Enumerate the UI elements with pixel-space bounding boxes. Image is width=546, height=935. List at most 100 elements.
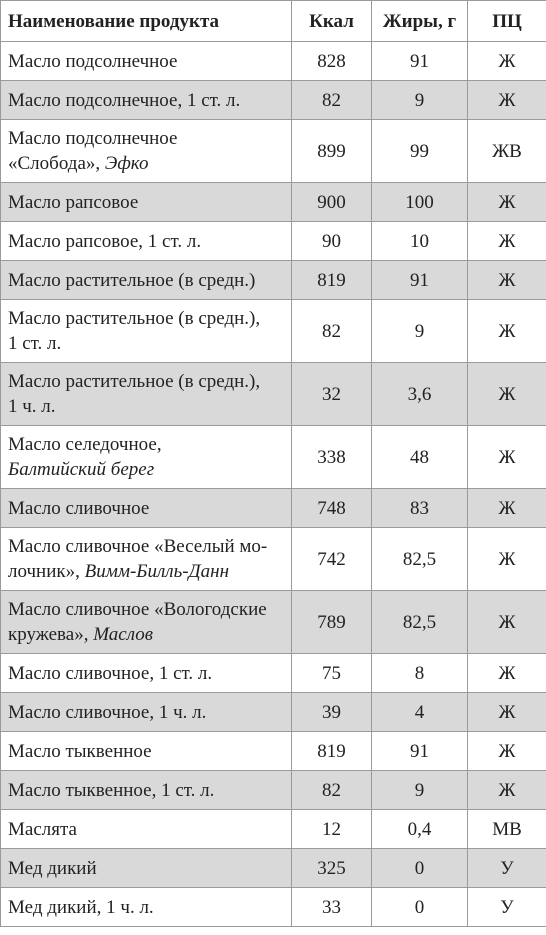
table-body: Масло подсолнечное 828 91 Ж Масло подсолнечн… (0, 41, 546, 927)
fat-cell: 9 (371, 770, 468, 810)
fat-cell: 9 (371, 299, 468, 363)
product-name-line1: Масло сливочное «Веселый мо- (8, 536, 268, 557)
table-row: Масло тыквенное 819 91 Ж (0, 731, 546, 771)
fat-cell: 10 (371, 221, 468, 261)
product-name-cell: Масло растительное (в средн.) (0, 260, 292, 300)
product-name-cell: Мед дикий (0, 848, 292, 888)
kcal-cell: 33 (291, 887, 372, 927)
fat-cell: 91 (371, 41, 468, 81)
fat-cell: 100 (371, 182, 468, 222)
kcal-cell: 789 (291, 590, 372, 654)
header-product-name: Наименование продукта (0, 0, 292, 42)
product-name-line2: лочник», (8, 561, 85, 582)
fat-cell: 99 (371, 119, 468, 183)
pc-cell: Ж (467, 731, 546, 771)
header-row: Наименование продукта Ккал Жиры, г ПЦ (0, 0, 546, 42)
pc-cell: Ж (467, 362, 546, 426)
pc-cell: Ж (467, 299, 546, 363)
table-row: Масло тыквенное, 1 ст. л. 82 9 Ж (0, 770, 546, 810)
pc-cell: ЖВ (467, 119, 546, 183)
table-row: Масло рапсовое, 1 ст. л. 90 10 Ж (0, 221, 546, 261)
fat-cell: 82,5 (371, 527, 468, 591)
product-name-cell: Масло сливочное, 1 ст. л. (0, 653, 292, 693)
pc-cell: МВ (467, 809, 546, 849)
product-name-cell: Масло растительное (в средн.), 1 ч. л. (0, 362, 292, 426)
pc-cell: Ж (467, 425, 546, 489)
table-row: Масло подсолнечное «Слобода», Эфко 899 99 ЖВ (0, 119, 546, 183)
fat-cell: 0 (371, 848, 468, 888)
kcal-cell: 82 (291, 770, 372, 810)
product-name-cell: Масло рапсовое (0, 182, 292, 222)
pc-cell: Ж (467, 488, 546, 528)
fat-cell: 83 (371, 488, 468, 528)
table-row: Масло сливочное «Веселый мо-лочник», Вим… (0, 527, 546, 591)
pc-cell: Ж (467, 182, 546, 222)
table-row: Масло подсолнечное, 1 ст. л. 82 9 Ж (0, 80, 546, 120)
brand-name: Эфко (104, 153, 149, 174)
product-name-line2: 1 ч. л. (8, 396, 56, 417)
pc-cell: Ж (467, 653, 546, 693)
fat-cell: 91 (371, 260, 468, 300)
fat-cell: 91 (371, 731, 468, 771)
product-name-cell: Масло подсолнечное, 1 ст. л. (0, 80, 292, 120)
product-name-line1: Масло сливочное (8, 497, 150, 519)
fat-cell: 82,5 (371, 590, 468, 654)
table-row: Масло сливочное «Вологодские кружева», Ма… (0, 590, 546, 654)
kcal-cell: 828 (291, 41, 372, 81)
product-name-cell: Масло селедочное, Балтийский берег (0, 425, 292, 489)
table-row: Мед дикий 325 0 У (0, 848, 546, 888)
product-name-cell: Маслята (0, 809, 292, 849)
product-name-line2: «Слобода», (8, 153, 105, 174)
product-name-line1: Масло подсолнечное, 1 ст. л. (8, 89, 241, 111)
header-kcal: Ккал (291, 0, 372, 42)
table-row: Масло растительное (в средн.) 819 91 Ж (0, 260, 546, 300)
table-row: Мед дикий, 1 ч. л. 33 0 У (0, 887, 546, 927)
product-name-line1: Масло тыквенное, 1 ст. л. (8, 779, 215, 801)
fat-cell: 0,4 (371, 809, 468, 849)
product-name-line1: Масло растительное (в средн.) (8, 269, 256, 291)
product-name-line1: Мед дикий, 1 ч. л. (8, 896, 154, 918)
product-name-cell: Масло сливочное (0, 488, 292, 528)
kcal-cell: 39 (291, 692, 372, 732)
pc-cell: Ж (467, 260, 546, 300)
product-name-line1: Маслята (8, 818, 77, 840)
kcal-cell: 12 (291, 809, 372, 849)
product-name-line1: Масло растительное (в средн.), (8, 371, 261, 392)
product-name-cell: Масло подсолнечное «Слобода», Эфко (0, 119, 292, 183)
table-row: Масло растительное (в средн.), 1 ч. л. 32 3… (0, 362, 546, 426)
product-name-cell: Масло растительное (в средн.), 1 ст. л. (0, 299, 292, 363)
product-name-cell: Масло тыквенное, 1 ст. л. (0, 770, 292, 810)
pc-cell: Ж (467, 590, 546, 654)
product-name-line1: Масло сливочное «Вологодские (8, 599, 267, 620)
pc-cell: Ж (467, 221, 546, 261)
kcal-cell: 819 (291, 731, 372, 771)
product-name-cell: Мед дикий, 1 ч. л. (0, 887, 292, 927)
kcal-cell: 748 (291, 488, 372, 528)
product-name-cell: Масло сливочное, 1 ч. л. (0, 692, 292, 732)
product-name-cell: Масло сливочное «Вологодские кружева», Ма… (0, 590, 292, 654)
table-row: Масло сливочное, 1 ст. л. 75 8 Ж (0, 653, 546, 693)
product-name-line1: Масло сливочное, 1 ст. л. (8, 662, 213, 684)
table-row: Масло селедочное, Балтийский берег 338 48 Ж (0, 425, 546, 489)
brand-name: Маслов (93, 624, 153, 645)
kcal-cell: 325 (291, 848, 372, 888)
product-name-cell: Масло сливочное «Веселый мо-лочник», Вим… (0, 527, 292, 591)
product-name-line1: Масло подсолнечное (8, 128, 178, 149)
product-name-cell: Масло рапсовое, 1 ст. л. (0, 221, 292, 261)
table-row: Масло подсолнечное 828 91 Ж (0, 41, 546, 81)
kcal-cell: 899 (291, 119, 372, 183)
pc-cell: У (467, 887, 546, 927)
fat-cell: 48 (371, 425, 468, 489)
kcal-cell: 32 (291, 362, 372, 426)
header-pc: ПЦ (467, 0, 546, 42)
product-name-line2: кружева», (8, 624, 94, 645)
fat-cell: 9 (371, 80, 468, 120)
fat-cell: 8 (371, 653, 468, 693)
product-name-line1: Масло селедочное, (8, 434, 162, 455)
table-row: Масло растительное (в средн.), 1 ст. л. 82… (0, 299, 546, 363)
product-name-cell: Масло подсолнечное (0, 41, 292, 81)
kcal-cell: 75 (291, 653, 372, 693)
product-name-line1: Масло тыквенное (8, 740, 152, 762)
fat-cell: 3,6 (371, 362, 468, 426)
